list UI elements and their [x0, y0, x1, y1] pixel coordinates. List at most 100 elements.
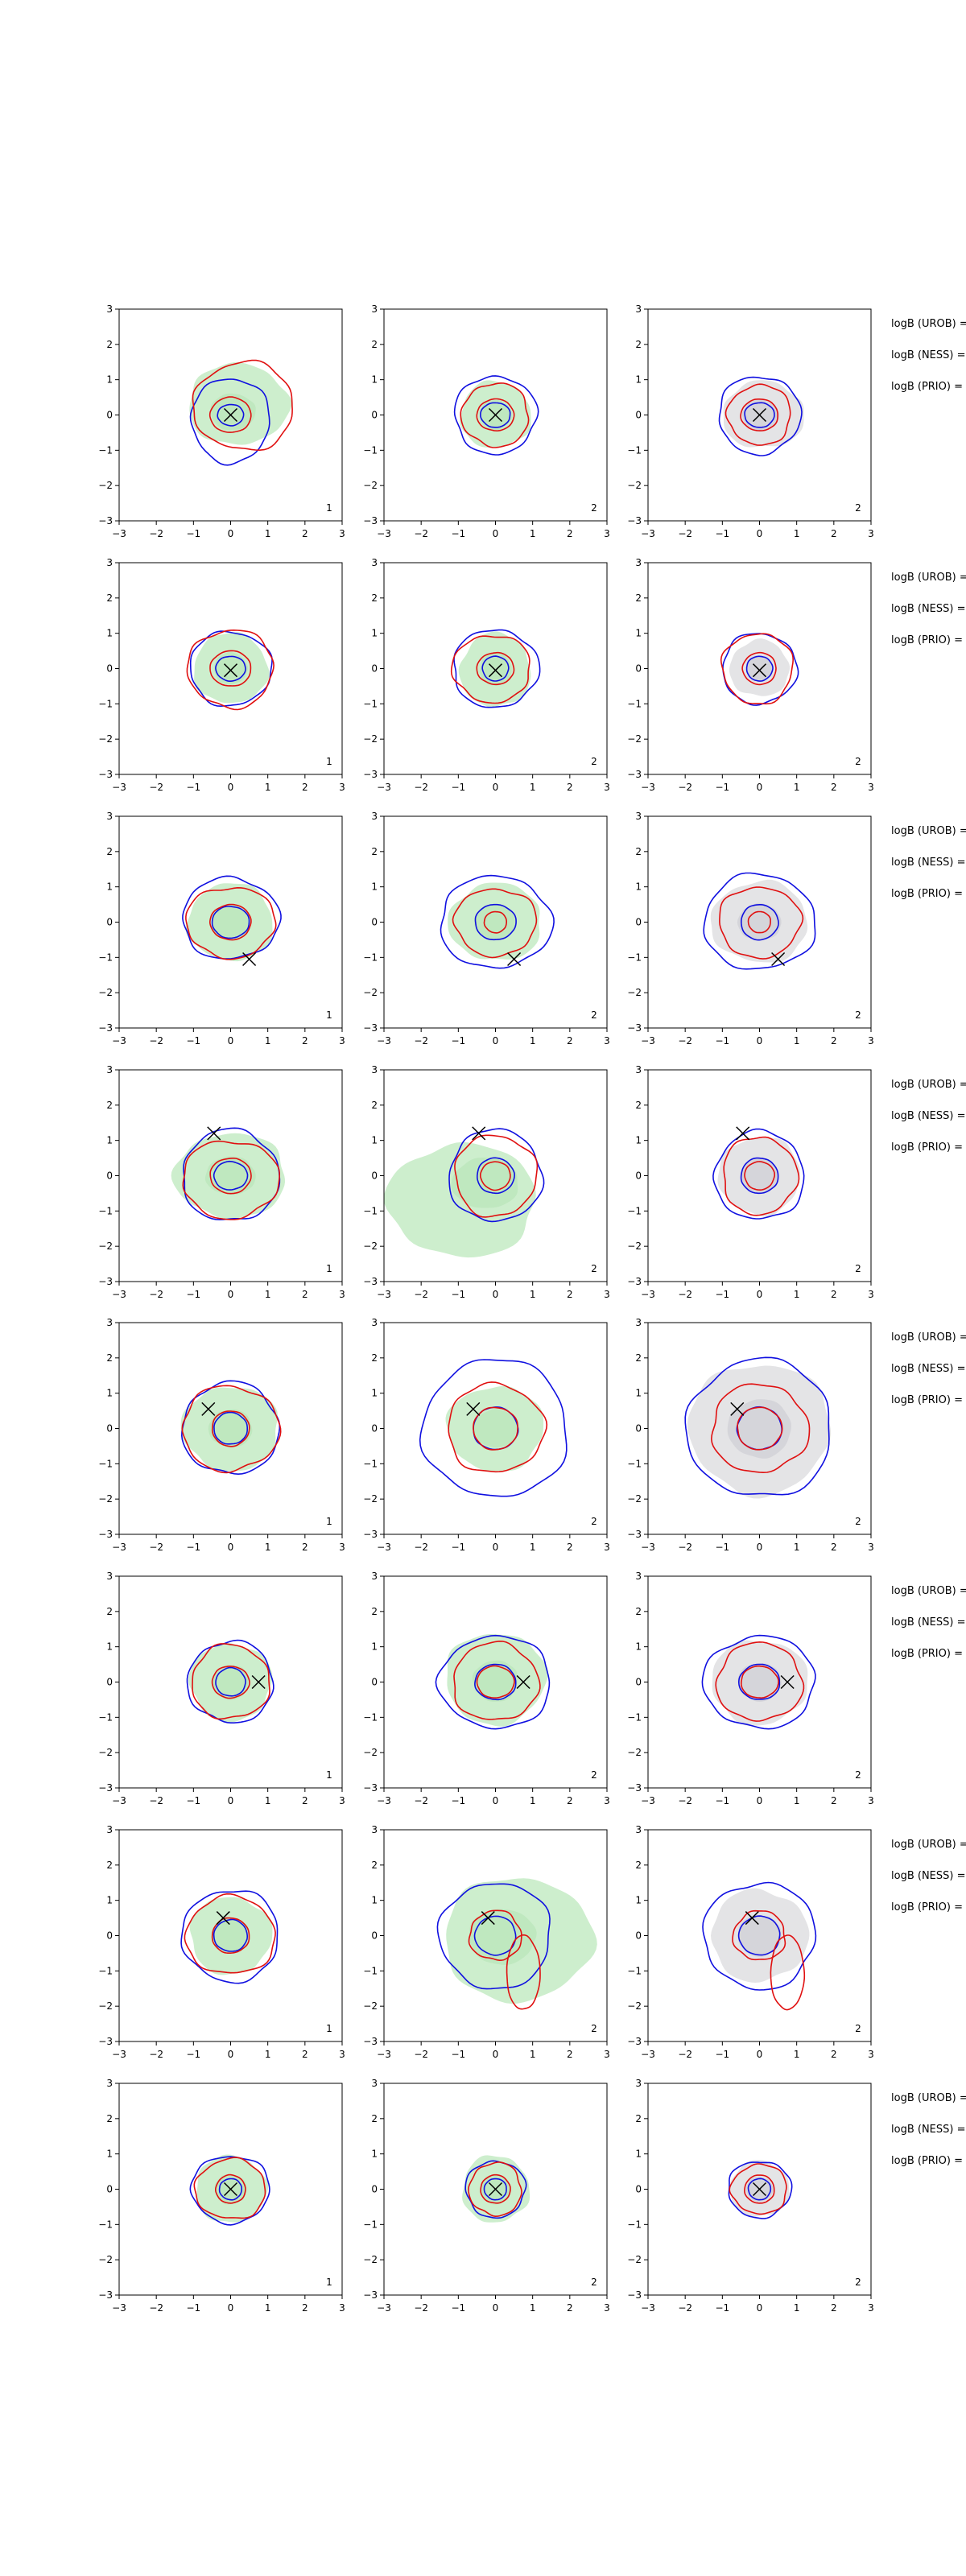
- x-tick-label: 3: [339, 1795, 345, 1806]
- y-tick-label: −2: [98, 1493, 113, 1505]
- y-tick-label: −1: [98, 2219, 113, 2230]
- x-tick-label: −1: [715, 1542, 729, 1553]
- x-tick-label: 3: [604, 1542, 610, 1553]
- y-tick-label: 2: [635, 1100, 642, 1111]
- x-tick-label: 0: [757, 782, 763, 793]
- red-contour: [211, 1917, 250, 1954]
- density-core: [214, 652, 249, 684]
- logb-label: logB (UROB) =: [891, 1331, 966, 1344]
- logb-label: logB (UROB) =: [891, 318, 966, 330]
- x-tick-label: 1: [265, 2302, 271, 2314]
- logb-label: logB (PRIO) =: [891, 1394, 963, 1406]
- y-tick-label: −1: [98, 1205, 113, 1216]
- panel-r3-c3: −3 −2 −1 0 1 2 3 −3 −2 −1 0 1 2 3 2: [627, 811, 874, 1046]
- y-tick-label: 0: [635, 1423, 642, 1435]
- y-tick-label: −2: [363, 733, 378, 745]
- blue-contour: [180, 1890, 279, 1984]
- red-contour: [476, 651, 515, 686]
- x-tick-label: −1: [451, 2049, 465, 2060]
- y-tick-label: 2: [635, 1606, 642, 1617]
- x-tick-label: 2: [567, 1542, 573, 1553]
- y-tick-label: −1: [363, 952, 378, 963]
- density-core: [737, 1663, 782, 1702]
- y-tick-label: −2: [363, 1241, 378, 1252]
- y-tick-label: 0: [106, 1170, 113, 1182]
- x-tick-label: 1: [530, 2049, 536, 2060]
- x-tick-label: −2: [414, 2049, 428, 2060]
- true-value-marker: [466, 1402, 481, 1416]
- red-contour: [741, 651, 777, 686]
- y-tick-label: 0: [106, 1423, 113, 1435]
- x-tick-label: −3: [112, 2049, 126, 2060]
- blue-contour: [737, 1663, 781, 1700]
- red-contour: [719, 886, 804, 960]
- y-tick-label: 0: [635, 1170, 642, 1182]
- y-tick-label: 3: [371, 1571, 378, 1582]
- blue-contour: [740, 1157, 779, 1195]
- x-tick-label: 2: [302, 1035, 308, 1046]
- blue-contour: [747, 2178, 772, 2201]
- y-tick-label: 1: [371, 1895, 378, 1906]
- y-tick-label: 2: [371, 1606, 378, 1617]
- blue-contour: [702, 1881, 817, 1991]
- x-tick-label: −3: [641, 782, 655, 793]
- panel-r4-c1: −3 −2 −1 0 1 2 3 −3 −2 −1 0 1 2 3 1: [98, 1064, 345, 1300]
- red-contour: [480, 1161, 511, 1191]
- y-tick-label: 2: [371, 1100, 378, 1111]
- y-tick-label: 1: [371, 1135, 378, 1146]
- x-tick-label: 2: [831, 528, 837, 539]
- y-tick-label: −2: [627, 987, 642, 998]
- logb-label: logB (PRIO) =: [891, 381, 963, 393]
- true-value-marker: [752, 2182, 767, 2197]
- y-tick-label: −1: [363, 698, 378, 709]
- blue-contour: [211, 906, 250, 939]
- panel-r2-c2: −3 −2 −1 0 1 2 3 −3 −2 −1 0 1 2 3 2: [363, 557, 610, 793]
- x-tick-label: 0: [493, 1289, 499, 1300]
- x-tick-label: −1: [186, 1035, 200, 1046]
- blue-contour: [744, 402, 775, 428]
- x-tick-label: 1: [265, 1542, 271, 1553]
- x-tick-label: 3: [868, 1795, 874, 1806]
- y-tick-label: 3: [635, 557, 642, 568]
- y-tick-label: −3: [363, 769, 378, 780]
- panel-label: 2: [591, 1769, 597, 1781]
- x-tick-label: 2: [567, 528, 573, 539]
- x-tick-label: −1: [451, 782, 465, 793]
- x-tick-label: −1: [451, 528, 465, 539]
- y-tick-label: 0: [106, 917, 113, 928]
- x-tick-label: −2: [678, 2049, 692, 2060]
- x-tick-label: 0: [493, 528, 499, 539]
- logb-label: logB (PRIO) =: [891, 1648, 963, 1660]
- y-tick-label: 0: [635, 917, 642, 928]
- true-value-marker: [201, 1402, 216, 1416]
- x-tick-label: 0: [757, 2302, 763, 2314]
- x-tick-label: 3: [868, 1035, 874, 1046]
- blue-contour: [218, 2178, 242, 2201]
- panel-r1-c1: −3 −2 −1 0 1 2 3 −3 −2 −1 0 1 2 3 1: [98, 303, 345, 539]
- blue-contour: [213, 1918, 248, 1952]
- x-tick-label: 0: [228, 1035, 234, 1046]
- panel-r1-c2: −3 −2 −1 0 1 2 3 −3 −2 −1 0 1 2 3 2: [363, 303, 610, 539]
- y-tick-label: −2: [98, 480, 113, 491]
- x-tick-label: −3: [112, 1542, 126, 1553]
- y-tick-label: 2: [371, 2113, 378, 2124]
- density-core: [212, 1918, 250, 1954]
- y-tick-label: −2: [363, 480, 378, 491]
- x-tick-label: 1: [794, 782, 800, 793]
- panel-r2-c3: −3 −2 −1 0 1 2 3 −3 −2 −1 0 1 2 3 2: [627, 557, 874, 793]
- y-tick-label: 0: [371, 1677, 378, 1688]
- x-tick-label: 2: [302, 528, 308, 539]
- panel-label: 1: [326, 502, 332, 514]
- density-core: [738, 1915, 782, 1957]
- panel-label: 1: [326, 2023, 332, 2034]
- true-value-marker: [488, 663, 503, 678]
- density-core: [212, 904, 250, 939]
- panel-r8-c1: −3 −2 −1 0 1 2 3 −3 −2 −1 0 1 2 3 1: [98, 2078, 345, 2314]
- true-value-marker: [752, 407, 767, 423]
- true-value-marker: [481, 1911, 495, 1926]
- y-tick-label: −3: [363, 1782, 378, 1794]
- logb-label: logB (NESS) =: [891, 603, 965, 615]
- x-tick-label: 3: [604, 782, 610, 793]
- x-tick-label: 3: [604, 528, 610, 539]
